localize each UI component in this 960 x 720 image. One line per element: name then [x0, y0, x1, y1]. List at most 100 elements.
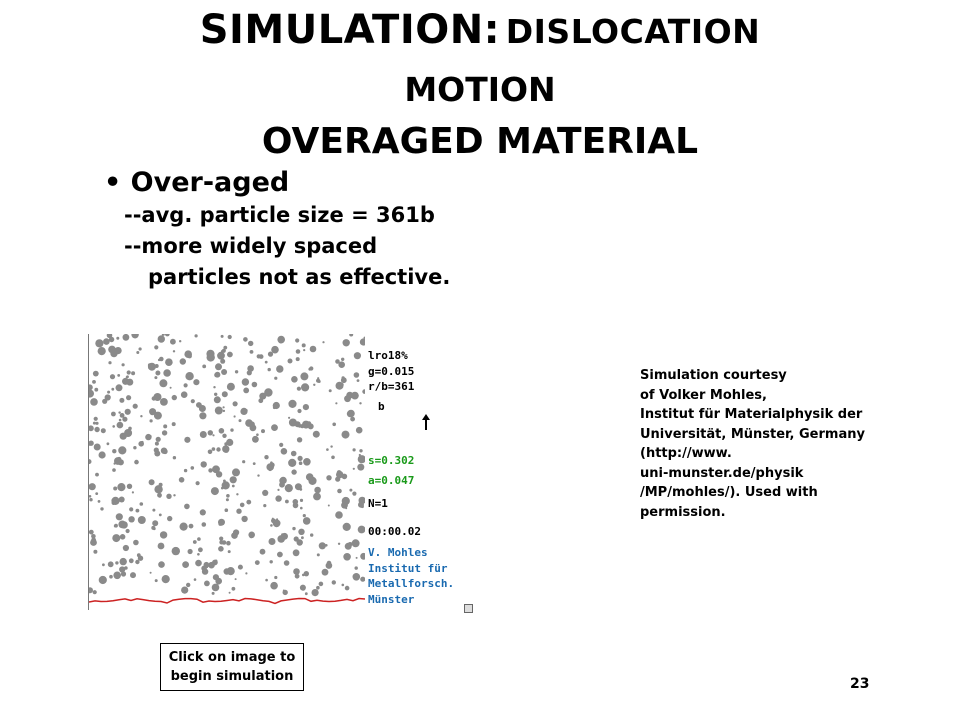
click-prompt-line1: Click on image to — [168, 650, 296, 665]
precipitate-particle — [171, 394, 177, 401]
precipitate-particle — [352, 448, 356, 452]
precipitate-particle — [245, 572, 248, 575]
precipitate-particle — [134, 459, 139, 465]
precipitate-particle — [133, 446, 137, 450]
precipitate-particle — [267, 351, 274, 357]
precipitate-particle — [335, 511, 343, 519]
precipitate-particle — [325, 562, 333, 569]
precipitate-particle — [212, 574, 219, 581]
precipitate-particle — [128, 558, 134, 564]
precipitate-particle — [118, 520, 127, 529]
precipitate-particle — [220, 358, 226, 364]
precipitate-particle — [153, 411, 162, 420]
precipitate-particle — [140, 415, 143, 418]
precipitate-particle — [131, 491, 134, 494]
precipitate-particle — [340, 377, 347, 384]
precipitate-particle — [270, 581, 278, 590]
precipitate-particle — [337, 488, 342, 494]
precipitate-particle — [342, 339, 350, 347]
click-to-start-button[interactable]: Click on image to begin simulation — [160, 643, 304, 691]
precipitate-particle — [155, 370, 161, 376]
courtesy-line: of Volker Mohles, — [640, 387, 767, 403]
precipitate-particle — [161, 334, 165, 336]
precipitate-particle — [210, 487, 219, 496]
precipitate-particle — [325, 544, 328, 547]
precipitate-particle — [170, 338, 176, 345]
precipitate-particle — [118, 446, 127, 455]
precipitate-particle — [125, 528, 130, 534]
bullet-list: • Over-aged --avg. particle size = 361b … — [104, 166, 450, 293]
precipitate-particle — [89, 483, 96, 491]
precipitate-particle — [154, 485, 163, 494]
precipitate-particle — [302, 404, 309, 411]
precipitate-particle — [89, 459, 92, 465]
precipitate-particle — [213, 396, 221, 404]
precipitate-particle — [212, 434, 215, 437]
precipitate-particle — [151, 396, 156, 401]
courtesy-text: Simulation courtesy of Volker Mohles, Inst… — [640, 366, 900, 522]
readout-s: s=0.302 — [368, 454, 415, 467]
precipitate-particle — [296, 386, 301, 391]
precipitate-particle — [171, 546, 180, 556]
particle-field[interactable] — [88, 334, 365, 610]
precipitate-particle — [98, 451, 106, 459]
precipitate-particle — [179, 358, 186, 365]
precipitate-particle — [264, 455, 269, 460]
precipitate-particle — [229, 476, 237, 484]
precipitate-particle — [330, 445, 333, 448]
precipitate-particle — [154, 376, 158, 380]
precipitate-particle — [327, 504, 330, 507]
precipitate-particle — [112, 468, 116, 472]
precipitate-particle — [190, 466, 195, 470]
bullet-sub-2: --more widely spaced — [124, 234, 378, 258]
precipitate-particle — [292, 549, 300, 557]
precipitate-particle — [295, 357, 300, 362]
precipitate-particle — [344, 542, 352, 550]
precipitate-particle — [119, 557, 127, 566]
readout-time: 00:00.02 — [368, 524, 421, 538]
precipitate-particle — [298, 461, 303, 465]
precipitate-particle — [97, 500, 101, 503]
precipitate-particle — [198, 547, 203, 553]
precipitate-particle — [206, 565, 209, 569]
precipitate-particle — [117, 459, 124, 466]
burgers-vector-arrow-icon — [421, 414, 430, 430]
precipitate-particle — [138, 347, 142, 351]
precipitate-particle — [110, 349, 118, 358]
precipitate-particle — [161, 430, 168, 436]
readout-n: N=1 — [368, 497, 388, 510]
precipitate-particle — [242, 460, 246, 464]
precipitate-particle — [277, 488, 280, 491]
precipitate-particle — [230, 428, 234, 432]
precipitate-particle — [92, 421, 96, 425]
precipitate-particle — [154, 450, 161, 457]
courtesy-line: Simulation courtesy — [640, 368, 787, 383]
precipitate-particle — [265, 578, 268, 582]
precipitate-particle — [362, 389, 365, 394]
simulation-image[interactable]: lro18% g=0.015 r/b=361 b s=0.302 a=0.047… — [88, 334, 474, 614]
precipitate-particle — [279, 481, 285, 488]
precipitate-particle — [245, 419, 253, 427]
precipitate-particle — [98, 575, 107, 585]
resize-handle-icon[interactable] — [464, 604, 473, 613]
precipitate-particle — [190, 399, 195, 404]
precipitate-particle — [299, 498, 304, 502]
precipitate-particle — [193, 578, 197, 581]
precipitate-particle — [111, 500, 116, 505]
precipitate-particle — [288, 458, 297, 467]
precipitate-particle — [89, 384, 93, 391]
precipitate-particle — [249, 534, 254, 539]
precipitate-particle — [157, 335, 165, 343]
precipitate-particle — [267, 367, 271, 372]
precipitate-particle — [157, 542, 165, 550]
precipitate-particle — [117, 483, 126, 492]
particle-field-svg — [89, 334, 365, 605]
precipitate-particle — [303, 458, 311, 466]
precipitate-particle — [119, 448, 122, 451]
precipitate-particle — [135, 508, 140, 513]
precipitate-particle — [167, 515, 173, 522]
precipitate-particle — [135, 559, 140, 565]
precipitate-particle — [199, 412, 207, 420]
precipitate-particle — [119, 534, 126, 540]
precipitate-particle — [172, 456, 177, 460]
